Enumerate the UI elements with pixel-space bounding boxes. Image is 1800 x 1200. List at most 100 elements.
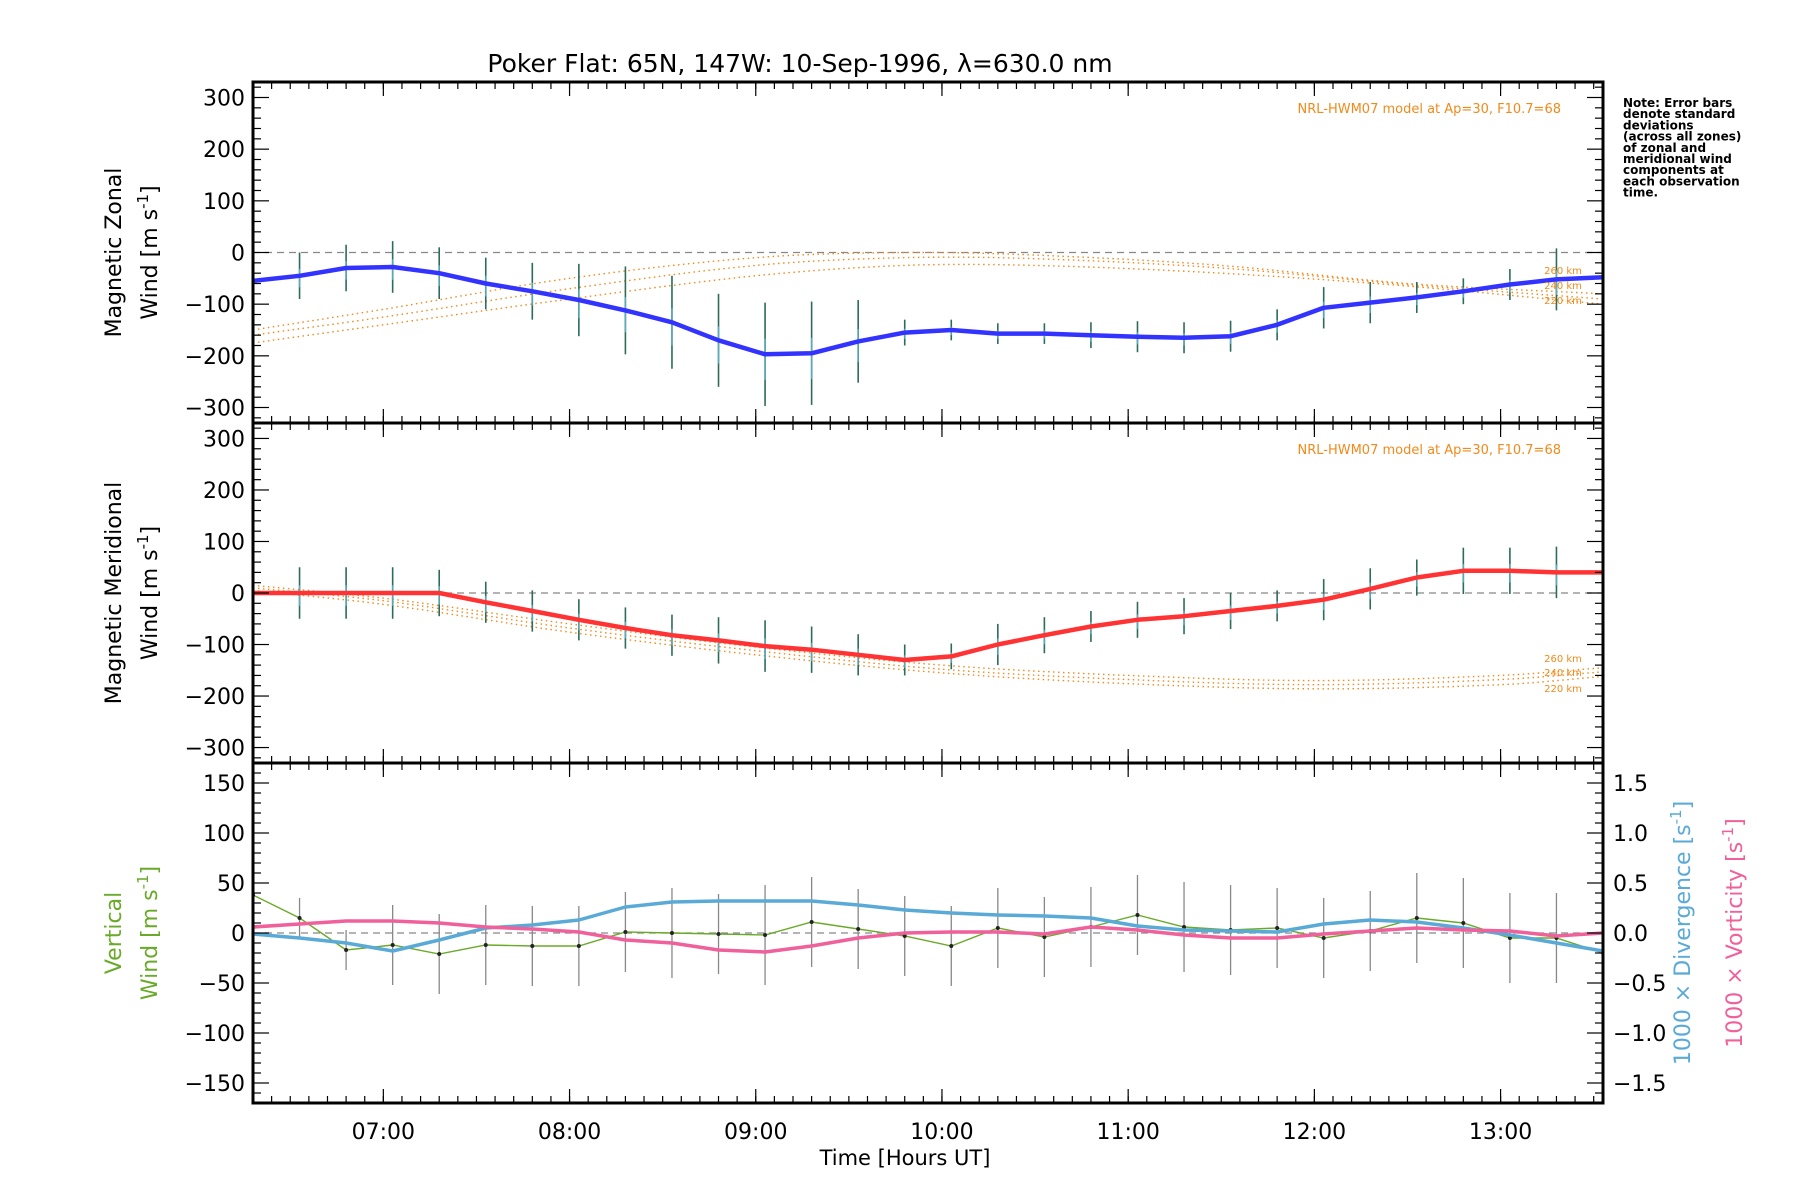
model-line-220km [253, 589, 1603, 690]
y-tick-label: 100 [203, 822, 245, 847]
zonal-wind-line [253, 264, 1603, 357]
vertical-wind-point [902, 934, 907, 938]
y-tick-label: 100 [203, 530, 245, 555]
model-line-220km [253, 263, 1603, 344]
y2-ticks [1587, 772, 1603, 1094]
y-axis-label-sup: -1 [134, 194, 152, 209]
y-tick-label: −300 [185, 737, 245, 762]
y-tick-label: 0 [231, 922, 245, 947]
note-line: time. [1623, 186, 1658, 200]
vorticity-label-sup: -1 [1719, 827, 1737, 842]
y2-tick-label: −1.5 [1613, 1072, 1666, 1097]
note-line: denote standard [1623, 107, 1735, 121]
panel-meridional: −300 −200 −100 0 100 200 300 260 km 240 km 220 km… [102, 421, 1605, 765]
vertical-wind-point [1042, 935, 1047, 939]
vertical-wind-point [763, 933, 768, 937]
y2-tick-label: 1.0 [1613, 822, 1648, 847]
y-axis-label-line1: Magnetic Zonal [102, 168, 127, 338]
y-tick-label: 300 [203, 427, 245, 452]
vertical-wind-point [995, 926, 1000, 930]
plot-area [253, 241, 1603, 406]
y-tick-label: −150 [185, 1072, 245, 1097]
panel-zonal: −300 −200 −100 0 100 200 300 260 km 240 km 220 km… [102, 80, 1605, 425]
y-tick-label: 50 [217, 872, 245, 897]
y-axis-label-line1: Magnetic Meridional [102, 482, 127, 704]
vertical-wind-point [530, 944, 535, 948]
model-label: NRL-HWM07 model at Ap=30, F10.7=68 [1298, 443, 1562, 458]
vertical-wind-point [344, 948, 349, 952]
y2-tick-label: 1.5 [1613, 772, 1648, 797]
y-axis-label-close: ] [138, 866, 163, 875]
x-axis-label: Time [Hours UT] [819, 1146, 991, 1170]
model-line-260km [253, 251, 1603, 331]
vertical-wind-point [716, 932, 721, 936]
y-tick-label: −100 [185, 634, 245, 659]
y-axis-label-line2: Wind [m s-1] [134, 526, 163, 660]
meridional-wind-line [253, 568, 1603, 663]
y-tick-label: 0 [231, 242, 245, 267]
y-axis-label-line1: Vertical [102, 892, 127, 974]
x-tick-label: 13:00 [1469, 1120, 1532, 1145]
x-tick-label: 09:00 [724, 1120, 787, 1145]
vertical-wind-point [1507, 936, 1512, 940]
y-axis-label-sup: -1 [134, 874, 152, 889]
altitude-label: 240 km [1544, 281, 1582, 292]
note-line: deviations [1623, 118, 1694, 132]
note-line: meridional wind [1623, 152, 1732, 166]
y2-tick-label: −0.5 [1613, 972, 1666, 997]
divergence-label-close: ] [1671, 801, 1696, 810]
vorticity-label-close: ] [1723, 818, 1748, 827]
panel-vertical: −150 −100 −50 0 50 100 150 −1.5 −1.0 −0.5 0.0 0.5 1.… [102, 761, 1748, 1105]
y-tick-label: 300 [203, 87, 245, 112]
vertical-wind-point [437, 952, 442, 956]
vertical-wind-point [297, 916, 302, 920]
plot-panels: −300 −200 −100 0 100 200 300 260 km 240 km 220 km… [102, 80, 1748, 1145]
x-tick-label: 10:00 [910, 1120, 973, 1145]
y-tick-label: 200 [203, 479, 245, 504]
vertical-wind-point [390, 943, 395, 947]
y-axis-label-close: ] [138, 185, 163, 194]
divergence-label-sup: -1 [1667, 809, 1685, 824]
vertical-wind-point [1461, 921, 1466, 925]
vertical-wind-point [623, 930, 628, 934]
vertical-wind-point [1321, 936, 1326, 940]
altitude-label: 220 km [1544, 684, 1582, 695]
y-axis-label-close: ] [138, 526, 163, 535]
y-ticks [253, 762, 269, 1104]
vertical-wind-point [576, 944, 581, 948]
vorticity-line [253, 919, 1603, 954]
vertical-wind-point [1414, 916, 1419, 920]
y-tick-label: −50 [199, 972, 245, 997]
vertical-wind-point [856, 927, 861, 931]
x-tick-label: 12:00 [1283, 1120, 1346, 1145]
x-tick-label: 08:00 [538, 1120, 601, 1145]
y-tick-label: −200 [185, 685, 245, 710]
vertical-wind-point [1275, 926, 1280, 930]
y-tick-label: 100 [203, 190, 245, 215]
altitude-label: 260 km [1544, 266, 1582, 277]
y-axis-label-line2: Wind [m s-1] [134, 866, 163, 1000]
vertical-wind-point [949, 944, 954, 948]
y-tick-label: 200 [203, 138, 245, 163]
y-tick-label: −100 [185, 293, 245, 318]
y-tick-label: −300 [185, 397, 245, 422]
panel-frame [251, 761, 1605, 1105]
error-bars [298, 241, 1558, 406]
y2-tick-label: −1.0 [1613, 1022, 1666, 1047]
divergence-line [253, 899, 1603, 953]
y-axis-label-sup: -1 [134, 534, 152, 549]
vertical-wind-point [1135, 913, 1140, 917]
vertical-wind-point [669, 931, 674, 935]
divergence-axis-label: 1000 × Divergence [s-1] [1667, 801, 1696, 1065]
plot-area [253, 546, 1603, 690]
chart-title: Poker Flat: 65N, 147W: 10-Sep-1996, λ=63… [487, 49, 1112, 78]
x-tick-label: 11:00 [1096, 1120, 1159, 1145]
altitude-label: 260 km [1544, 654, 1582, 665]
y-tick-label: 150 [203, 772, 245, 797]
model-line-240km [253, 587, 1603, 686]
y-axis-label-line2: Wind [m s-1] [134, 185, 163, 319]
note-line: (across all zones) [1623, 130, 1741, 144]
model-line-240km [253, 256, 1603, 336]
y-tick-label: −200 [185, 345, 245, 370]
